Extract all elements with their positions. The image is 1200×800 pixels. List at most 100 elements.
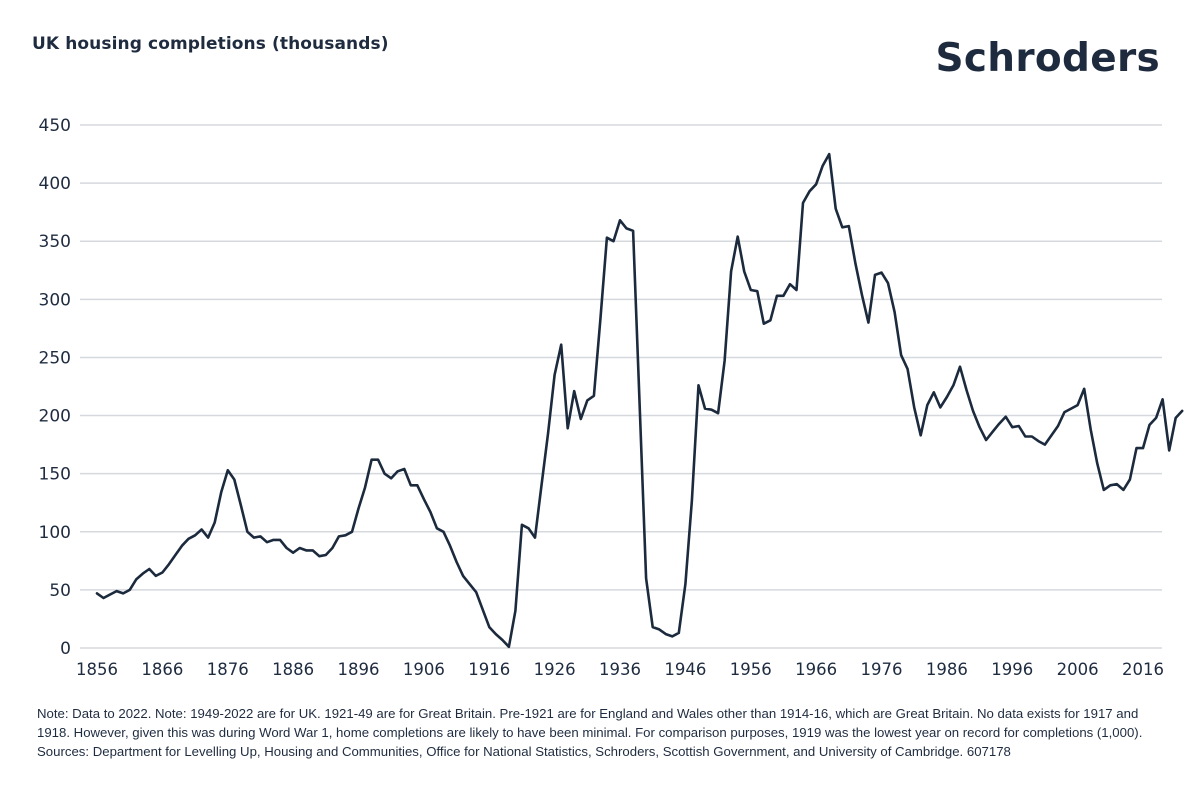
data-point-1932 [592, 394, 596, 398]
x-tick-label: 1886 [272, 660, 314, 679]
data-point-1867 [167, 562, 171, 566]
data-point-1861 [128, 588, 132, 592]
data-point-1877 [232, 478, 236, 482]
data-point-2016 [1141, 446, 1145, 450]
data-point-1984 [932, 390, 936, 394]
data-point-1858 [108, 593, 112, 597]
data-point-1998 [1023, 435, 1027, 439]
data-point-1968 [827, 152, 831, 156]
data-point-1888 [304, 548, 308, 552]
data-point-1988 [958, 365, 962, 369]
data-point-1929 [572, 389, 576, 393]
data-point-1953 [729, 269, 733, 273]
y-tick-label: 300 [39, 290, 71, 310]
data-point-1964 [801, 201, 805, 205]
data-point-1974 [866, 321, 870, 325]
x-tick-label: 1986 [926, 660, 968, 679]
footnote: Note: Data to 2022. Note: 1949-2022 are … [37, 706, 1143, 759]
y-tick-label: 0 [60, 639, 71, 659]
data-point-1956 [749, 288, 753, 292]
x-tick-label: 1966 [795, 660, 837, 679]
data-point-1863 [141, 572, 145, 576]
y-tick-label: 150 [39, 465, 71, 485]
data-point-1941 [651, 625, 655, 629]
data-point-1942 [657, 627, 661, 631]
data-point-1981 [912, 405, 916, 409]
data-point-1875 [219, 490, 223, 494]
data-point-1999 [1030, 435, 1034, 439]
data-point-1991 [978, 425, 982, 429]
y-tick-label: 50 [49, 581, 71, 601]
data-point-2000 [1036, 439, 1040, 443]
data-point-1957 [755, 289, 759, 293]
data-point-2009 [1095, 461, 1099, 465]
data-point-1962 [788, 282, 792, 286]
data-point-1980 [906, 367, 910, 371]
data-point-1872 [200, 528, 204, 532]
data-point-1983 [925, 403, 929, 407]
data-point-1926 [553, 373, 557, 377]
data-point-1945 [677, 631, 681, 635]
x-tick-label: 1956 [730, 660, 772, 679]
data-point-1938 [631, 229, 635, 233]
y-tick-label: 350 [39, 232, 71, 252]
y-tick-label: 400 [39, 174, 71, 194]
data-point-1868 [173, 553, 177, 557]
data-point-1959 [768, 318, 772, 322]
data-point-1976 [880, 271, 884, 275]
data-point-1931 [585, 398, 589, 402]
data-point-1982 [919, 433, 923, 437]
data-point-1925 [546, 431, 550, 435]
data-point-1921 [520, 523, 524, 527]
data-point-1977 [886, 281, 890, 285]
y-tick-label: 200 [39, 407, 71, 427]
data-point-1960 [775, 294, 779, 298]
data-point-1898 [370, 458, 374, 462]
x-tick-label: 1866 [141, 660, 183, 679]
data-point-1955 [742, 269, 746, 273]
data-point-2001 [1043, 443, 1047, 447]
data-point-1936 [618, 218, 622, 222]
data-point-1893 [337, 534, 341, 538]
data-point-1866 [160, 571, 164, 575]
data-point-2019 [1161, 397, 1165, 401]
data-point-1934 [605, 236, 609, 240]
data-point-1969 [834, 207, 838, 211]
data-point-1923 [533, 536, 537, 540]
data-point-1879 [245, 530, 249, 534]
data-point-1885 [285, 546, 289, 550]
data-point-1985 [938, 405, 942, 409]
data-point-1882 [265, 540, 269, 544]
x-tick-label: 1916 [468, 660, 510, 679]
data-point-1987 [951, 383, 955, 387]
data-point-1862 [134, 577, 138, 581]
data-point-1971 [847, 224, 851, 228]
data-point-1903 [402, 467, 406, 471]
data-point-1949 [703, 407, 707, 411]
data-point-1965 [808, 189, 812, 193]
data-point-1890 [317, 554, 321, 558]
data-point-1919 [507, 645, 511, 649]
gridlines [80, 124, 1162, 649]
data-point-1889 [311, 548, 315, 552]
data-point-1876 [226, 468, 230, 472]
data-point-1915 [481, 608, 485, 612]
data-point-1869 [180, 544, 184, 548]
data-point-1874 [213, 521, 217, 525]
data-point-1871 [193, 533, 197, 537]
y-tick-label: 250 [39, 348, 71, 368]
data-point-1914 [474, 590, 478, 594]
x-tick-label: 2006 [1057, 660, 1099, 679]
data-point-1860 [121, 591, 125, 595]
data-point-1904 [409, 483, 413, 487]
data-point-1896 [357, 507, 361, 511]
x-axis-ticks: 1856 1866 1876 1886 1896 1906 1916 1926 1936 1946… [76, 660, 1164, 679]
data-point-2014 [1128, 478, 1132, 482]
data-point-1930 [579, 417, 583, 421]
data-point-1910 [448, 544, 452, 548]
data-point-1906 [422, 497, 426, 501]
data-point-1952 [723, 359, 727, 363]
data-point-1966 [814, 182, 818, 186]
data-point-1975 [873, 273, 877, 277]
data-point-1940 [644, 576, 648, 580]
